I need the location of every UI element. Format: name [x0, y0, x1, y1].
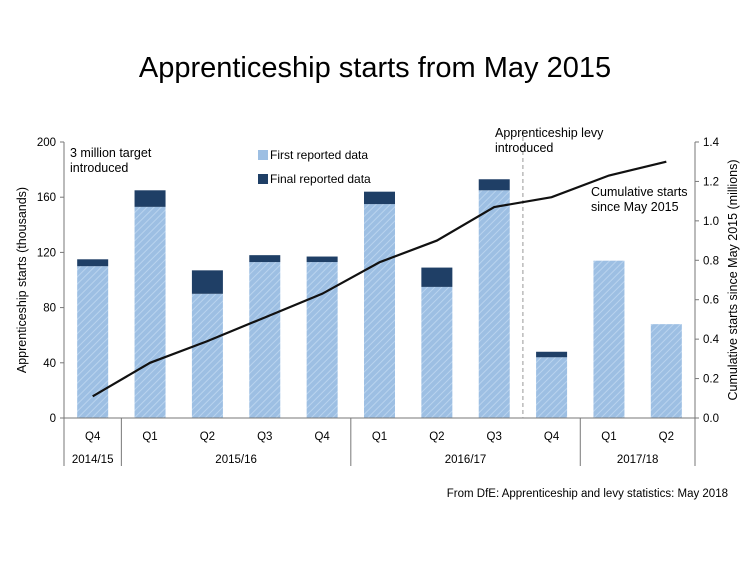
legend-label-final: Final reported data [270, 172, 371, 186]
target-annotation-line2: introduced [70, 161, 128, 175]
levy-annotation-line2: introduced [495, 141, 553, 155]
x-tick-label: Q3 [487, 431, 502, 443]
x-tick-label: Q4 [85, 431, 101, 443]
legend-swatch-first [258, 150, 268, 160]
bar-final-reported [306, 256, 338, 263]
y-tick-label: 200 [37, 137, 56, 149]
cumulative-annotation-line2: since May 2015 [591, 200, 679, 214]
x-tick-label: Q2 [200, 431, 215, 443]
x-tick-label: Q1 [142, 431, 157, 443]
y-axis-label: Apprenticeship starts (thousands) [15, 187, 29, 373]
y2-tick-label: 0.8 [703, 255, 719, 267]
bar-first-reported [364, 204, 395, 418]
levy-annotation-line1: Apprenticeship levy [495, 126, 604, 140]
x-tick-label: Q1 [372, 431, 387, 443]
bar-first-reported [77, 266, 109, 418]
target-annotation-line1: 3 million target [70, 146, 152, 160]
x-tick-label: Q1 [601, 431, 616, 443]
x-tick-label: Q2 [659, 431, 674, 443]
bar-first-reported [306, 262, 338, 418]
y2-tick-label: 1.4 [703, 137, 720, 149]
bar-first-reported [650, 324, 682, 418]
bar-first-reported [191, 293, 223, 418]
labels-layer: Apprenticeship starts (thousands) Cumula… [15, 126, 740, 401]
bar-final-reported [249, 255, 281, 263]
y2-tick-label: 1.0 [703, 216, 719, 228]
y2-tick-label: 0.2 [703, 374, 719, 386]
x-tick-label: Q4 [544, 431, 560, 443]
bar-first-reported [421, 286, 453, 418]
y2-tick-label: 0.6 [703, 295, 719, 307]
legend-swatch-final [258, 174, 268, 184]
bars-layer [77, 179, 682, 418]
y-tick-label: 0 [50, 413, 56, 425]
x-tick-label: Q3 [257, 431, 272, 443]
y2-tick-label: 0.0 [703, 413, 719, 425]
legend-label-first: First reported data [270, 148, 368, 162]
x-tick-label: Q2 [429, 431, 444, 443]
cumulative-annotation-line1: Cumulative starts [591, 185, 688, 199]
bar-first-reported [134, 206, 166, 418]
bar-final-reported [421, 267, 453, 287]
x-group-label: 2016/17 [445, 454, 487, 466]
bar-final-reported [191, 270, 223, 294]
x-tick-label: Q4 [314, 431, 330, 443]
cumulative-line [92, 160, 667, 398]
x-group-label: 2017/18 [617, 454, 659, 466]
bar-first-reported [478, 190, 510, 418]
y2-axis-label: Cumulative starts since May 2015 (millio… [726, 159, 740, 400]
bar-final-reported [77, 259, 109, 267]
y2-tick-label: 0.4 [703, 334, 720, 346]
x-group-label: 2014/15 [72, 454, 114, 466]
chart-title: Apprenticeship starts from May 2015 [138, 52, 612, 84]
cumulative-line-layer [92, 160, 667, 398]
source-note: From DfE: Apprenticeship and levy statis… [446, 488, 728, 500]
bar-first-reported [536, 357, 568, 418]
y-tick-label: 120 [37, 247, 56, 259]
bar-first-reported [593, 260, 625, 418]
x-group-label: 2015/16 [215, 454, 257, 466]
bar-final-reported [478, 179, 510, 191]
bar-first-reported [249, 262, 281, 418]
bar-final-reported [364, 191, 395, 205]
y-tick-label: 80 [43, 303, 56, 315]
y-tick-label: 40 [43, 358, 56, 370]
y-tick-label: 160 [37, 192, 56, 204]
axes-layer: 0 40 80 120 160 200 0.0 0.2 0.4 0.6 0.8 1.0 1.2 1.4 Q4… [37, 130, 720, 466]
y2-tick-label: 1.2 [703, 176, 719, 188]
bar-final-reported [536, 351, 568, 358]
bar-final-reported [134, 190, 166, 207]
